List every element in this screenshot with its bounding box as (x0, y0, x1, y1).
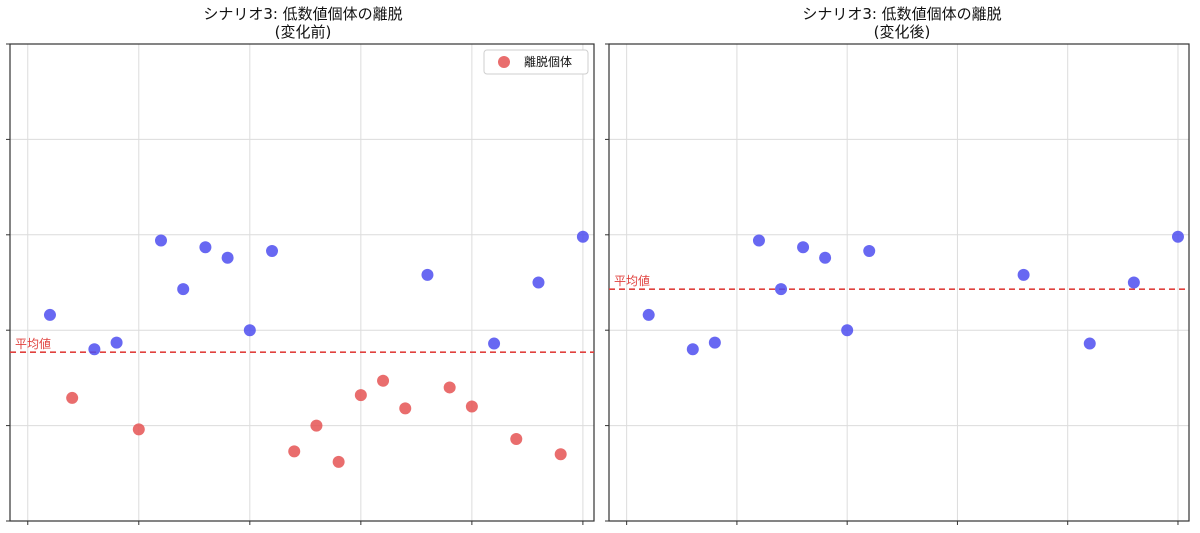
grid (10, 43, 594, 522)
outlier-point (332, 455, 345, 468)
outlier-point (443, 381, 456, 394)
data-point (797, 241, 810, 254)
data-point (1083, 337, 1096, 350)
data-point (199, 241, 212, 254)
data-point (576, 230, 589, 243)
scatter-panel-after: シナリオ3: 低数値個体の離脱 (変化後) 平均値 (605, 5, 1190, 525)
data-point (177, 283, 190, 296)
data-point (642, 308, 655, 321)
outlier-point (66, 391, 79, 404)
outlier-point (132, 423, 145, 436)
data-point (841, 324, 854, 337)
outlier-point (288, 445, 301, 458)
legend: 離脱個体 (483, 49, 589, 75)
data-point (221, 251, 234, 264)
outlier-point (554, 448, 567, 461)
outlier-point (399, 402, 412, 415)
mean-label: 平均値 (614, 273, 650, 288)
data-point (775, 283, 788, 296)
data-point (532, 276, 545, 289)
outlier-point (510, 432, 523, 445)
data-point (110, 336, 123, 349)
data-point (752, 234, 765, 247)
chart-title-before: シナリオ3: 低数値個体の離脱 (203, 5, 402, 23)
data-point (43, 308, 56, 321)
axes-frame (608, 43, 1190, 522)
axes-frame (9, 43, 595, 522)
outlier-point (377, 374, 390, 387)
data-point (819, 251, 832, 264)
chart-title-after: シナリオ3: 低数値個体の離脱 (802, 5, 1001, 23)
data-point (686, 343, 699, 356)
data-point (863, 245, 876, 258)
data-point (266, 245, 279, 258)
outlier-point (354, 389, 367, 402)
data-point (88, 343, 101, 356)
data-point (243, 324, 256, 337)
outlier-point (465, 400, 478, 413)
data-point (421, 268, 434, 281)
legend-marker (498, 56, 510, 68)
data-point (1127, 276, 1140, 289)
legend-label: 離脱個体 (524, 54, 572, 69)
scatter-panel-before: シナリオ3: 低数値個体の離脱 (変化前) 平均値 離脱個体 (6, 5, 595, 525)
chart-subtitle-before: (変化前) (275, 23, 332, 41)
data-point (488, 337, 501, 350)
data-point (1017, 268, 1030, 281)
legend-box (483, 49, 589, 75)
grid (609, 43, 1189, 522)
chart-subtitle-after: (変化後) (874, 23, 931, 41)
outlier-point (310, 419, 323, 432)
data-point (708, 336, 721, 349)
mean-label: 平均値 (15, 336, 51, 351)
data-point (1171, 230, 1184, 243)
data-point (154, 234, 167, 247)
